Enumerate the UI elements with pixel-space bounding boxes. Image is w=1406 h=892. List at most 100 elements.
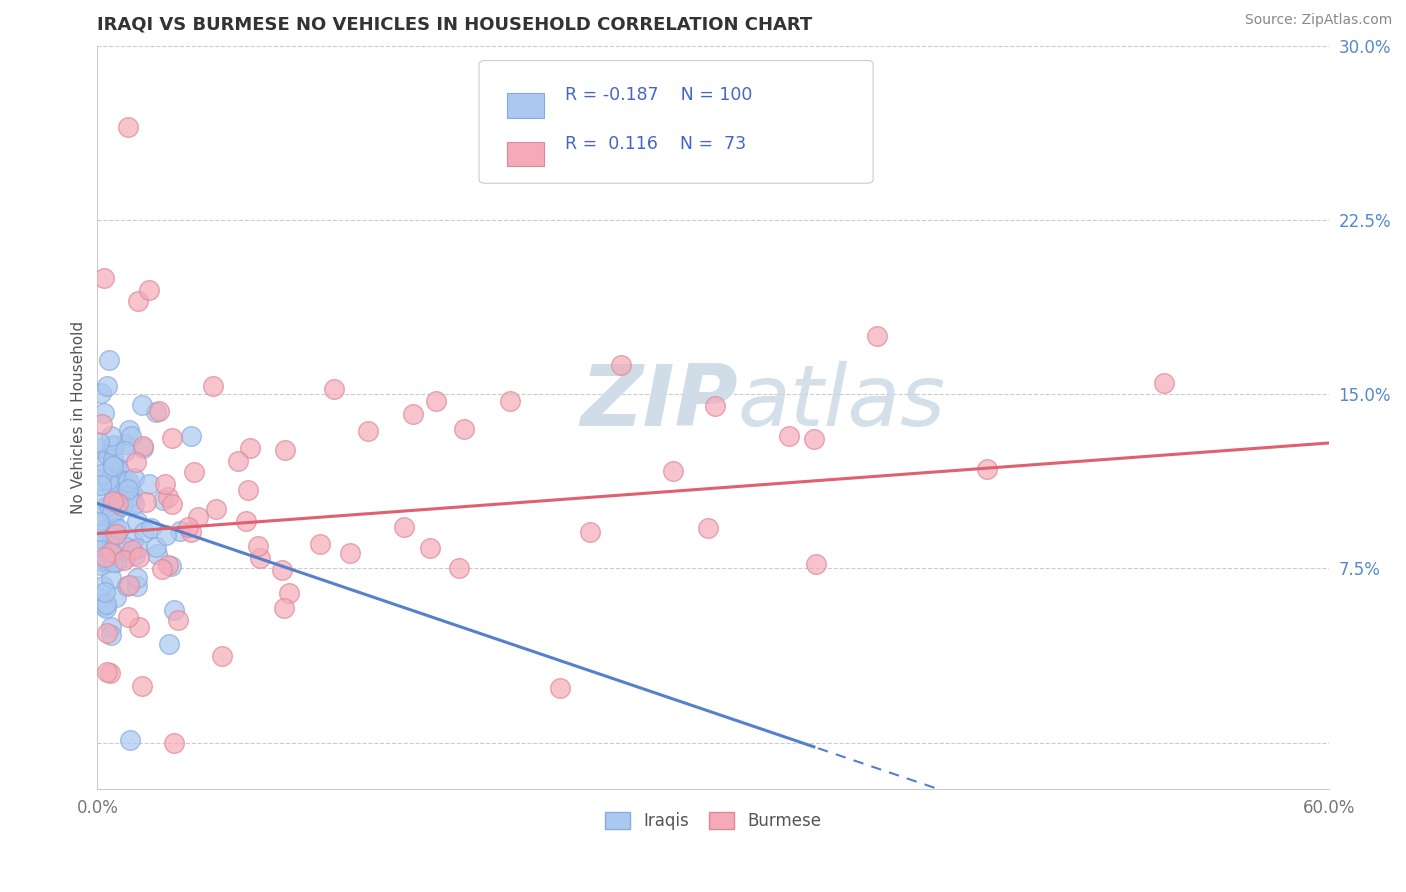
- Point: [108, 473, 131, 487]
- Text: Source: ZipAtlas.com: Source: ZipAtlas.com: [1244, 13, 1392, 28]
- Point: [105, 527, 128, 541]
- Point: [90, 386, 112, 401]
- Point: [163, 736, 186, 750]
- Point: [120, 733, 142, 747]
- Point: [94, 500, 117, 514]
- Point: [122, 534, 145, 549]
- Point: [150, 562, 173, 576]
- Point: [309, 537, 332, 551]
- Point: [100, 571, 122, 585]
- Point: [128, 550, 150, 565]
- Point: [558, 120, 581, 134]
- Point: [273, 600, 295, 615]
- Point: [453, 422, 475, 436]
- Point: [97, 499, 120, 513]
- Point: [96, 553, 118, 567]
- Point: [96, 600, 118, 615]
- Point: [202, 379, 225, 393]
- Point: [183, 466, 205, 480]
- Point: [118, 423, 141, 437]
- Point: [778, 429, 800, 443]
- Point: [96, 555, 118, 569]
- Point: [117, 120, 139, 134]
- Point: [89, 509, 111, 524]
- Point: [89, 543, 111, 558]
- Point: [101, 477, 124, 491]
- Point: [89, 473, 111, 487]
- Point: [117, 489, 139, 503]
- Point: [135, 495, 157, 509]
- Point: [226, 454, 249, 468]
- Point: [499, 394, 522, 409]
- Point: [101, 465, 124, 479]
- Point: [115, 579, 138, 593]
- Point: [806, 558, 828, 572]
- Point: [121, 543, 143, 558]
- Text: atlas: atlas: [738, 361, 946, 444]
- Point: [104, 521, 127, 535]
- Point: [609, 358, 631, 372]
- Point: [90, 417, 112, 431]
- Point: [548, 681, 571, 695]
- Point: [127, 514, 149, 528]
- Point: [155, 528, 177, 542]
- Point: [94, 522, 117, 536]
- Point: [132, 439, 155, 453]
- Point: [157, 637, 180, 651]
- FancyBboxPatch shape: [508, 94, 544, 118]
- Point: [89, 441, 111, 455]
- Point: [90, 527, 112, 541]
- Point: [157, 558, 180, 573]
- Point: [103, 490, 125, 504]
- Point: [131, 679, 153, 693]
- Point: [138, 283, 160, 297]
- Point: [205, 501, 228, 516]
- Point: [249, 551, 271, 566]
- Point: [449, 561, 471, 575]
- Point: [148, 403, 170, 417]
- Point: [89, 515, 111, 529]
- Point: [120, 429, 142, 443]
- Point: [156, 490, 179, 504]
- Point: [112, 553, 135, 567]
- Point: [117, 610, 139, 624]
- Point: [114, 549, 136, 564]
- Point: [98, 353, 121, 368]
- Point: [103, 438, 125, 452]
- Point: [125, 579, 148, 593]
- Point: [273, 442, 295, 457]
- Point: [103, 467, 125, 481]
- Point: [101, 452, 124, 467]
- Point: [101, 555, 124, 569]
- FancyBboxPatch shape: [508, 142, 544, 166]
- Point: [104, 590, 127, 604]
- Point: [105, 459, 128, 474]
- Point: [101, 457, 124, 471]
- Point: [125, 571, 148, 585]
- Point: [121, 489, 143, 503]
- Point: [976, 462, 998, 476]
- Point: [112, 474, 135, 488]
- Point: [108, 522, 131, 536]
- Point: [177, 519, 200, 533]
- Point: [153, 477, 176, 491]
- Text: R =  0.116    N =  73: R = 0.116 N = 73: [565, 135, 747, 153]
- Point: [91, 532, 114, 546]
- Point: [160, 558, 183, 573]
- Point: [160, 497, 183, 511]
- Point: [239, 442, 262, 456]
- Point: [97, 542, 120, 557]
- Point: [152, 493, 174, 508]
- Point: [100, 428, 122, 442]
- Point: [235, 514, 257, 528]
- Point: [94, 585, 117, 599]
- Point: [167, 613, 190, 627]
- Point: [579, 524, 602, 539]
- Point: [145, 405, 167, 419]
- Point: [101, 507, 124, 521]
- Point: [114, 540, 136, 554]
- Point: [322, 382, 344, 396]
- Point: [169, 524, 191, 538]
- Point: [662, 464, 685, 478]
- Point: [100, 521, 122, 535]
